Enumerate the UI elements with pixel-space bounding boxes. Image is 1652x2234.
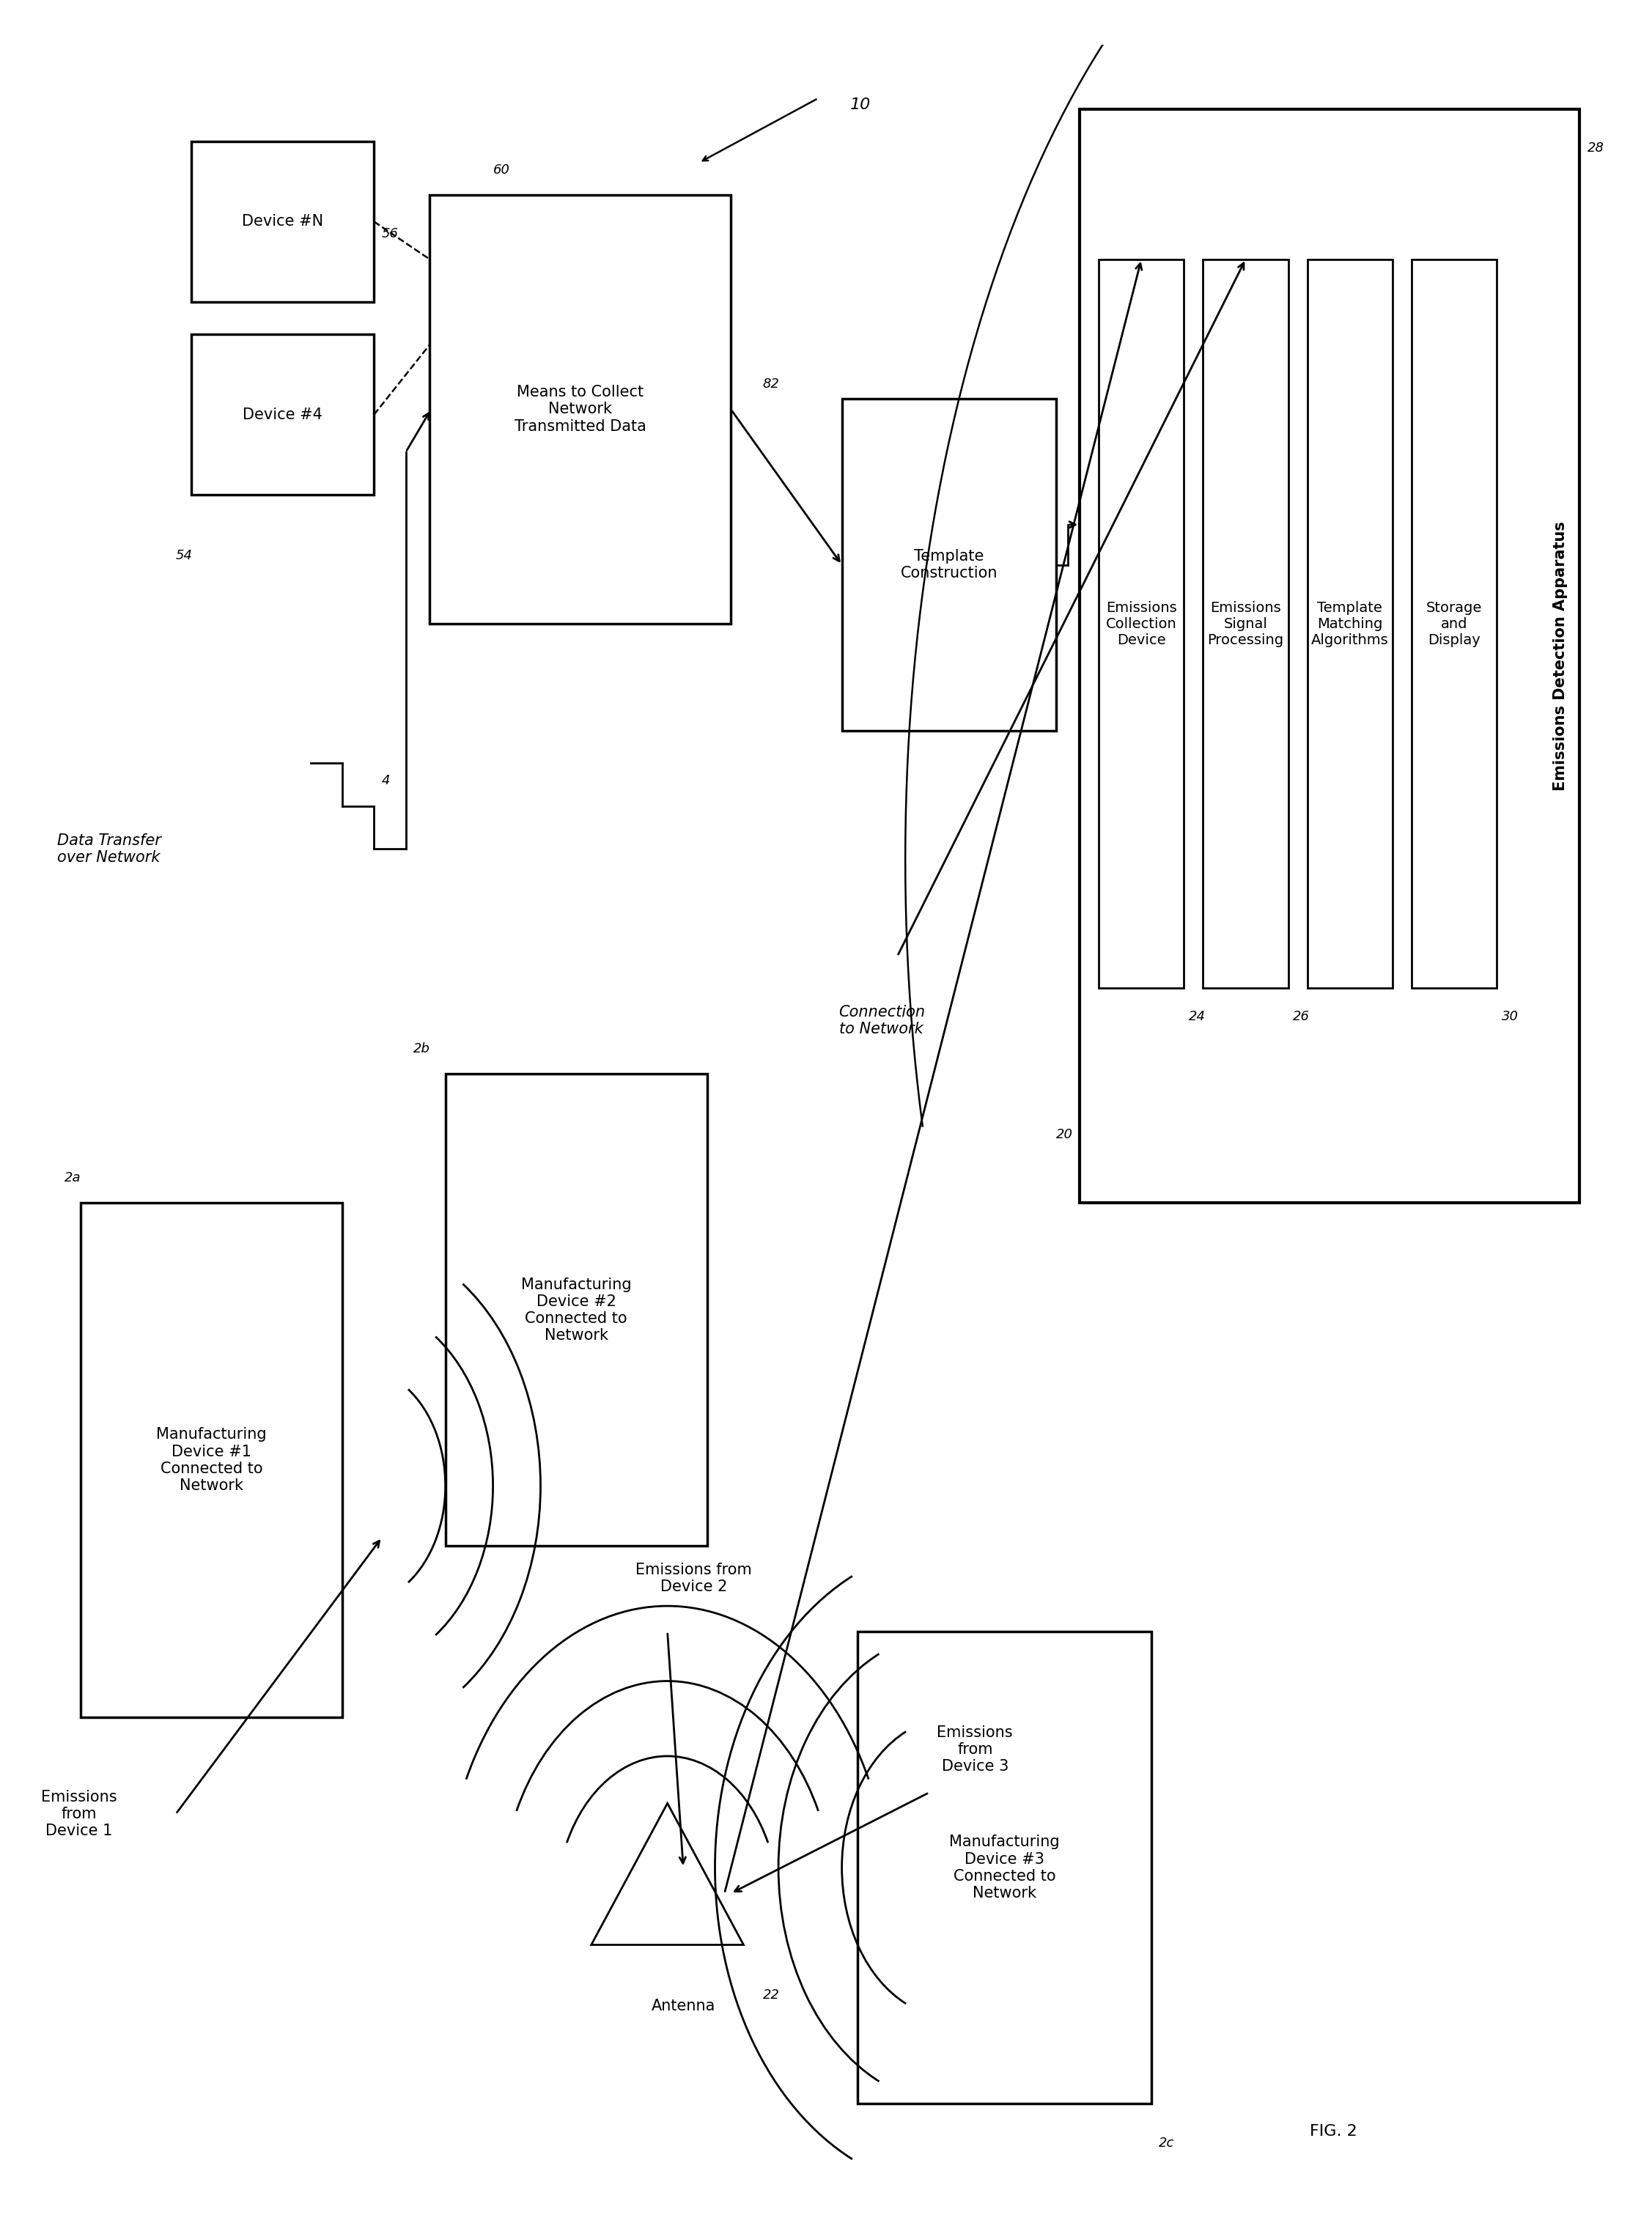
Text: 2a: 2a (64, 1171, 81, 1184)
Text: 60: 60 (492, 163, 510, 176)
Text: 54: 54 (175, 550, 193, 563)
Text: 26: 26 (1294, 1010, 1310, 1023)
Text: Device #4: Device #4 (243, 407, 322, 422)
Text: Emissions
Signal
Processing: Emissions Signal Processing (1208, 601, 1284, 648)
Text: Emissions from
Device 2: Emissions from Device 2 (636, 1562, 752, 1593)
Text: Emissions
from
Device 3: Emissions from Device 3 (937, 1725, 1013, 1774)
Bar (446, 1075, 707, 1546)
Bar (857, 1631, 1151, 2104)
Bar (192, 141, 373, 302)
Bar (1203, 259, 1289, 987)
Text: Device #N: Device #N (243, 214, 324, 228)
Bar (81, 1202, 342, 1718)
Bar (1099, 259, 1184, 987)
Text: Emissions
Collection
Device: Emissions Collection Device (1105, 601, 1176, 648)
Text: 24: 24 (1189, 1010, 1206, 1023)
Text: 2b: 2b (413, 1043, 431, 1057)
Bar (1411, 259, 1497, 987)
Text: 30: 30 (1502, 1010, 1518, 1023)
Text: 82: 82 (763, 378, 780, 391)
Text: Template
Matching
Algorithms: Template Matching Algorithms (1312, 601, 1389, 648)
Text: Storage
and
Display: Storage and Display (1426, 601, 1482, 648)
Text: 22: 22 (763, 1988, 780, 2002)
Bar (843, 398, 1056, 731)
Text: 28: 28 (1588, 141, 1604, 154)
Text: Manufacturing
Device #3
Connected to
Network: Manufacturing Device #3 Connected to Net… (950, 1834, 1059, 1901)
Text: 20: 20 (1056, 1128, 1072, 1142)
Polygon shape (591, 1803, 743, 1946)
Text: 10: 10 (849, 98, 871, 112)
Bar (1080, 109, 1579, 1202)
Bar (192, 335, 373, 496)
Bar (1307, 259, 1393, 987)
Bar (430, 194, 730, 623)
Text: FIG. 2: FIG. 2 (1310, 2125, 1358, 2138)
Text: 56: 56 (382, 228, 398, 241)
Text: 2c: 2c (1160, 2136, 1175, 2149)
Text: Connection
to Network: Connection to Network (838, 1005, 925, 1037)
Text: Emissions Detection Apparatus: Emissions Detection Apparatus (1553, 521, 1568, 791)
Text: Manufacturing
Device #2
Connected to
Network: Manufacturing Device #2 Connected to Net… (520, 1278, 631, 1343)
Text: Emissions
from
Device 1: Emissions from Device 1 (41, 1789, 117, 1839)
Text: 4: 4 (382, 775, 390, 789)
Text: Antenna: Antenna (651, 1999, 715, 2013)
Text: Template
Construction: Template Construction (900, 550, 998, 581)
Text: Manufacturing
Device #1
Connected to
Network: Manufacturing Device #1 Connected to Net… (157, 1428, 266, 1492)
Text: Data Transfer
over Network: Data Transfer over Network (56, 833, 160, 865)
Text: Means to Collect
Network
Transmitted Data: Means to Collect Network Transmitted Dat… (514, 384, 646, 433)
